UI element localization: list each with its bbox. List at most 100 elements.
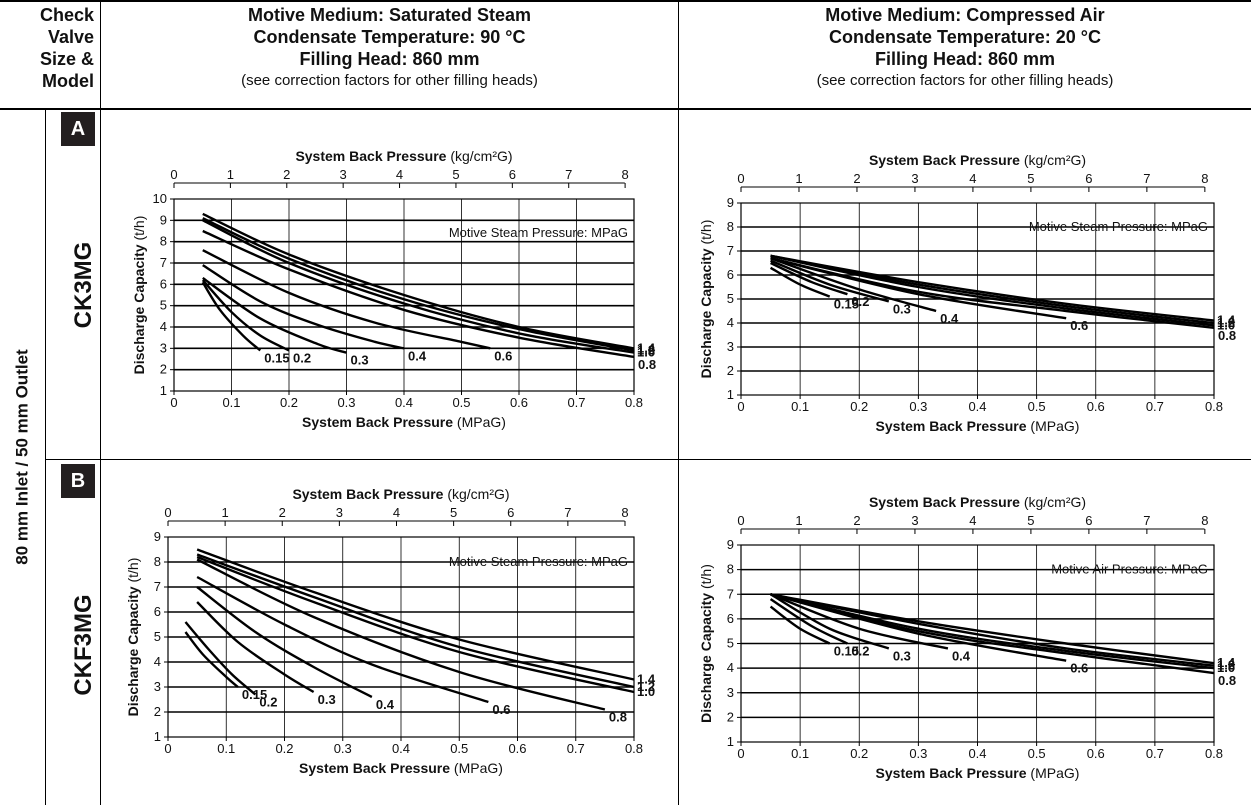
- header-steam-temp: Condensate Temperature: 90 °C: [253, 27, 526, 47]
- y-axis-title: Discharge Capacity (t/h): [698, 564, 714, 723]
- x-axis-title: System Back Pressure (MPaG): [876, 418, 1080, 434]
- header-steam-medium: Motive Medium: Saturated Steam: [247, 5, 532, 25]
- series-label: 1.4: [1217, 313, 1236, 328]
- series-label: 0.2: [851, 294, 869, 309]
- series-label: 0.8: [638, 357, 656, 372]
- x-tick-label: 0.8: [1205, 399, 1223, 414]
- series-label: 0.3: [318, 692, 336, 707]
- top-tick-label: 4: [396, 167, 403, 182]
- series-label: 0.6: [1070, 318, 1088, 333]
- top-tick-label: 2: [279, 505, 286, 520]
- top-tick-label: 6: [1085, 513, 1092, 528]
- y-tick-label: 7: [154, 579, 161, 594]
- series-line-0-4: [770, 257, 937, 313]
- y-tick-label: 5: [154, 629, 161, 644]
- series-line-1-4: [770, 254, 1215, 322]
- top-tick-label: 2: [853, 171, 860, 186]
- series-label: 1.4: [1217, 655, 1236, 670]
- x-tick-label: 0: [737, 399, 744, 414]
- top-tick-label: 0: [164, 505, 171, 520]
- top-tick-label: 8: [621, 167, 628, 182]
- x-tick-label: 0.2: [280, 395, 298, 410]
- top-tick-label: 8: [1201, 513, 1208, 528]
- header-check-valve: Check Valve Size & Model: [0, 4, 98, 92]
- series-label: 0.8: [609, 710, 627, 725]
- top-tick-label: 2: [283, 167, 290, 182]
- header-steam-head: Filling Head: 860 mm: [299, 49, 480, 69]
- top-tick-label: 7: [565, 167, 572, 182]
- y-tick-label: 1: [727, 387, 734, 402]
- y-tick-label: 6: [154, 604, 161, 619]
- x-tick-label: 0.7: [567, 741, 585, 756]
- x-axis-title: System Back Pressure (MPaG): [302, 414, 506, 430]
- row-badge-b: B: [61, 464, 95, 498]
- x-tick-label: 0.2: [850, 746, 868, 761]
- x-tick-label: 0.6: [1087, 399, 1105, 414]
- series-label: 0.2: [293, 350, 311, 365]
- y-tick-label: 1: [160, 383, 167, 398]
- header-check-line: Check: [39, 5, 94, 25]
- series-line-0-15: [769, 605, 831, 645]
- y-tick-label: 8: [154, 554, 161, 569]
- top-tick-label: 3: [336, 505, 343, 520]
- series-label: 0.6: [494, 348, 512, 363]
- series-label: 1.4: [637, 340, 656, 355]
- header-air-note: (see correction factors for other fillin…: [816, 72, 1114, 89]
- y-tick-label: 3: [727, 685, 734, 700]
- series-line-1-0: [202, 219, 635, 354]
- col-divider-model: [100, 0, 101, 805]
- x-tick-label: 0.1: [791, 746, 809, 761]
- series-label: 0.3: [351, 353, 369, 368]
- series-label: 0.4: [408, 348, 427, 363]
- x-tick-label: 0.4: [392, 741, 410, 756]
- header-check-line: Size &: [39, 49, 94, 69]
- header-bottom-rule: [0, 108, 1251, 110]
- series-line-0-2: [201, 279, 290, 352]
- x-axis-title: System Back Pressure (MPaG): [876, 765, 1080, 781]
- y-tick-label: 1: [154, 729, 161, 744]
- header-check-line: Valve: [47, 27, 94, 47]
- legend-text: Motive Steam Pressure: MPaG: [449, 554, 628, 569]
- y-tick-label: 4: [727, 660, 734, 675]
- x-tick-label: 0.6: [1087, 746, 1105, 761]
- top-tick-label: 3: [911, 171, 918, 186]
- legend-text: Motive Air Pressure: MPaG: [1051, 562, 1208, 577]
- series-line-0-3: [202, 276, 347, 354]
- top-axis-title: System Back Pressure (kg/cm²G): [295, 148, 512, 164]
- series-line-0-8: [770, 593, 1215, 675]
- top-tick-label: 1: [222, 505, 229, 520]
- x-tick-label: 0.6: [508, 741, 526, 756]
- x-tick-label: 0.4: [395, 395, 413, 410]
- x-tick-label: 0.7: [1146, 399, 1164, 414]
- series-line-0-2: [184, 621, 257, 696]
- top-tick-label: 0: [737, 513, 744, 528]
- x-tick-label: 0.3: [909, 746, 927, 761]
- x-axis-title: System Back Pressure (MPaG): [299, 760, 503, 776]
- y-tick-label: 7: [160, 255, 167, 270]
- y-tick-label: 7: [727, 586, 734, 601]
- y-tick-label: 4: [154, 654, 161, 669]
- top-tick-label: 4: [393, 505, 400, 520]
- y-tick-label: 5: [727, 636, 734, 651]
- series-label: 0.4: [940, 311, 959, 326]
- y-tick-label: 2: [727, 709, 734, 724]
- series-line-0-15: [769, 266, 831, 298]
- top-axis-title: System Back Pressure (kg/cm²G): [869, 152, 1086, 168]
- legend-text: Motive Steam Pressure: MPaG: [449, 225, 628, 240]
- series-label: 0.4: [376, 697, 395, 712]
- header-air: Motive Medium: Compressed Air Condensate…: [679, 4, 1251, 92]
- y-tick-label: 2: [154, 704, 161, 719]
- x-tick-label: 0.4: [968, 399, 986, 414]
- top-axis-title: System Back Pressure (kg/cm²G): [869, 494, 1086, 510]
- series-line-1-2: [202, 217, 635, 352]
- series-label: 0.2: [851, 644, 869, 659]
- y-tick-label: 6: [727, 611, 734, 626]
- series-line-0-6: [196, 575, 489, 704]
- series-label: 0.8: [1218, 328, 1236, 343]
- top-axis-title: System Back Pressure (kg/cm²G): [292, 486, 509, 502]
- series-line-0-15: [184, 631, 239, 688]
- y-tick-label: 8: [160, 234, 167, 249]
- series-label: 1.2: [1217, 315, 1235, 330]
- x-tick-label: 0.3: [909, 399, 927, 414]
